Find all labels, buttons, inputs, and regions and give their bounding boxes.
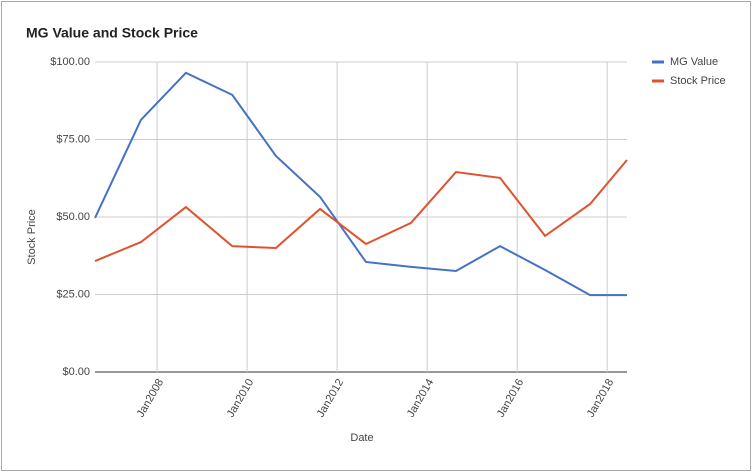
series-line xyxy=(94,159,628,262)
series-line xyxy=(94,71,627,297)
y-tick-label: $50.00 xyxy=(56,211,90,223)
chart-title: MG Value and Stock Price xyxy=(26,25,198,41)
x-axis-label: Date xyxy=(350,432,373,444)
legend-label: Stock Price xyxy=(670,75,726,87)
y-axis-label: Stock Price xyxy=(26,209,38,265)
y-tick-label: $25.00 xyxy=(56,288,90,300)
y-tick-label: $75.00 xyxy=(56,133,90,145)
legend-label: MG Value xyxy=(670,56,718,68)
y-tick-label: $0.00 xyxy=(62,366,90,378)
y-tick-label: $100.00 xyxy=(50,56,90,68)
